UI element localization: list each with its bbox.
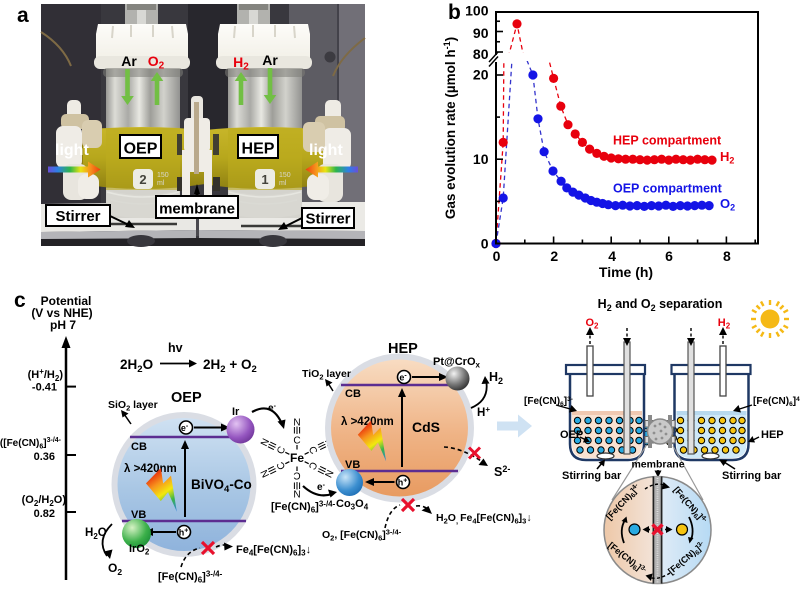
svg-text:VB: VB [131,509,146,521]
svg-text:TiO2 layer: TiO2 layer [302,368,351,382]
svg-text:1: 1 [261,172,268,187]
svg-text:Potential: Potential [41,294,92,308]
svg-text:λ >420nm: λ >420nm [124,463,177,475]
svg-text:150: 150 [279,172,291,179]
svg-text:HEP compartment: HEP compartment [613,134,722,148]
svg-text:N: N [293,418,300,429]
svg-text:CdS: CdS [412,419,440,435]
svg-text:100: 100 [465,3,489,19]
svg-text:CB: CB [131,441,147,453]
svg-text:CB: CB [345,388,361,400]
svg-text:Stirring bar: Stirring bar [722,470,782,482]
svg-text:([Fe(CN)6]3-/4-: ([Fe(CN)6]3-/4- [0,437,62,451]
svg-text:Co3O4: Co3O4 [336,498,369,512]
svg-text:Fe4[Fe(CN)6]3↓: Fe4[Fe(CN)6]3↓ [236,544,311,558]
svg-text:OEP compartment: OEP compartment [613,182,723,196]
svg-text:0.82: 0.82 [34,508,55,520]
svg-text:ml: ml [279,180,287,187]
svg-text:2: 2 [139,172,146,187]
svg-text:HEP: HEP [242,141,275,158]
svg-text:-0.41: -0.41 [32,382,57,394]
svg-text:light: light [309,142,343,159]
svg-text:[Fe(CN)6]4-: [Fe(CN)6]4- [753,396,800,408]
svg-text:Ir: Ir [232,406,240,418]
svg-text:HEP: HEP [388,341,418,357]
svg-text:Time (h): Time (h) [599,264,653,280]
svg-text:Stirring bar: Stirring bar [562,470,622,482]
svg-text:90: 90 [473,25,489,41]
svg-text:e-: e- [399,373,407,383]
svg-text:VB: VB [345,459,360,471]
svg-text:h+: h+ [398,478,408,488]
svg-text:OEP: OEP [124,141,158,158]
svg-text:BiVO4-Co: BiVO4-Co [191,477,252,495]
svg-text:H2O, Fe4[Fe(CN)6]3↓: H2O, Fe4[Fe(CN)6]3↓ [436,512,532,526]
svg-text:8: 8 [723,248,731,264]
svg-text:20: 20 [473,67,489,83]
svg-text:HEP: HEP [761,429,784,441]
svg-text:0: 0 [493,248,501,264]
svg-text:ml: ml [157,180,165,187]
svg-text:(H+/H2): (H+/H2) [28,367,64,383]
svg-text:O2, [Fe(CN)6]3-/4-: O2, [Fe(CN)6]3-/4- [322,528,402,543]
svg-text:0: 0 [481,236,489,252]
svg-text:membrane: membrane [631,459,684,471]
svg-text:4: 4 [608,248,616,264]
svg-text:b: b [448,1,461,24]
svg-text:e-: e- [268,403,277,414]
svg-text:Pt@CrOx: Pt@CrOx [433,356,481,370]
svg-text:OEP: OEP [171,390,202,406]
svg-text:2H2O: 2H2O [120,357,153,375]
svg-text:0.36: 0.36 [34,451,55,463]
svg-text:hv: hv [168,341,183,355]
svg-text:(V vs NHE): (V vs NHE) [31,306,92,320]
svg-text:Ar: Ar [121,53,137,69]
svg-text:6: 6 [665,248,673,264]
svg-text:a: a [17,4,29,27]
svg-text:150: 150 [157,172,169,179]
svg-text:c: c [14,289,26,312]
svg-text:e-: e- [317,482,326,493]
svg-text:Ar: Ar [262,52,278,68]
svg-text:e-: e- [181,423,189,433]
svg-text:IrO2: IrO2 [129,543,150,557]
svg-text:Stirrer: Stirrer [55,208,100,225]
svg-text:Gas evolution rate (µmol h-1): Gas evolution rate (µmol h-1) [442,37,458,219]
svg-text:Stirrer: Stirrer [305,211,350,228]
svg-text:H2 and O2 separation: H2 and O2 separation [598,297,723,313]
svg-text:h+: h+ [179,528,189,538]
svg-text:pH 7: pH 7 [50,318,76,332]
svg-text:SiO2 layer: SiO2 layer [108,399,158,413]
svg-text:Fe: Fe [290,451,304,465]
svg-text:80: 80 [473,46,489,62]
svg-text:[Fe(CN)6]3-: [Fe(CN)6]3- [524,396,573,408]
svg-text:OEP: OEP [560,429,583,441]
svg-text:membrane: membrane [159,201,235,218]
svg-text:H2O: H2O [85,527,107,541]
svg-text:C: C [293,436,300,447]
svg-text:10: 10 [473,151,489,167]
svg-text:light: light [55,142,89,159]
svg-text:2: 2 [550,248,558,264]
svg-text:2H2 + O2: 2H2 + O2 [203,357,257,375]
svg-text:λ >420nm: λ >420nm [341,416,394,428]
svg-text:(O2/H2O): (O2/H2O) [22,494,67,508]
